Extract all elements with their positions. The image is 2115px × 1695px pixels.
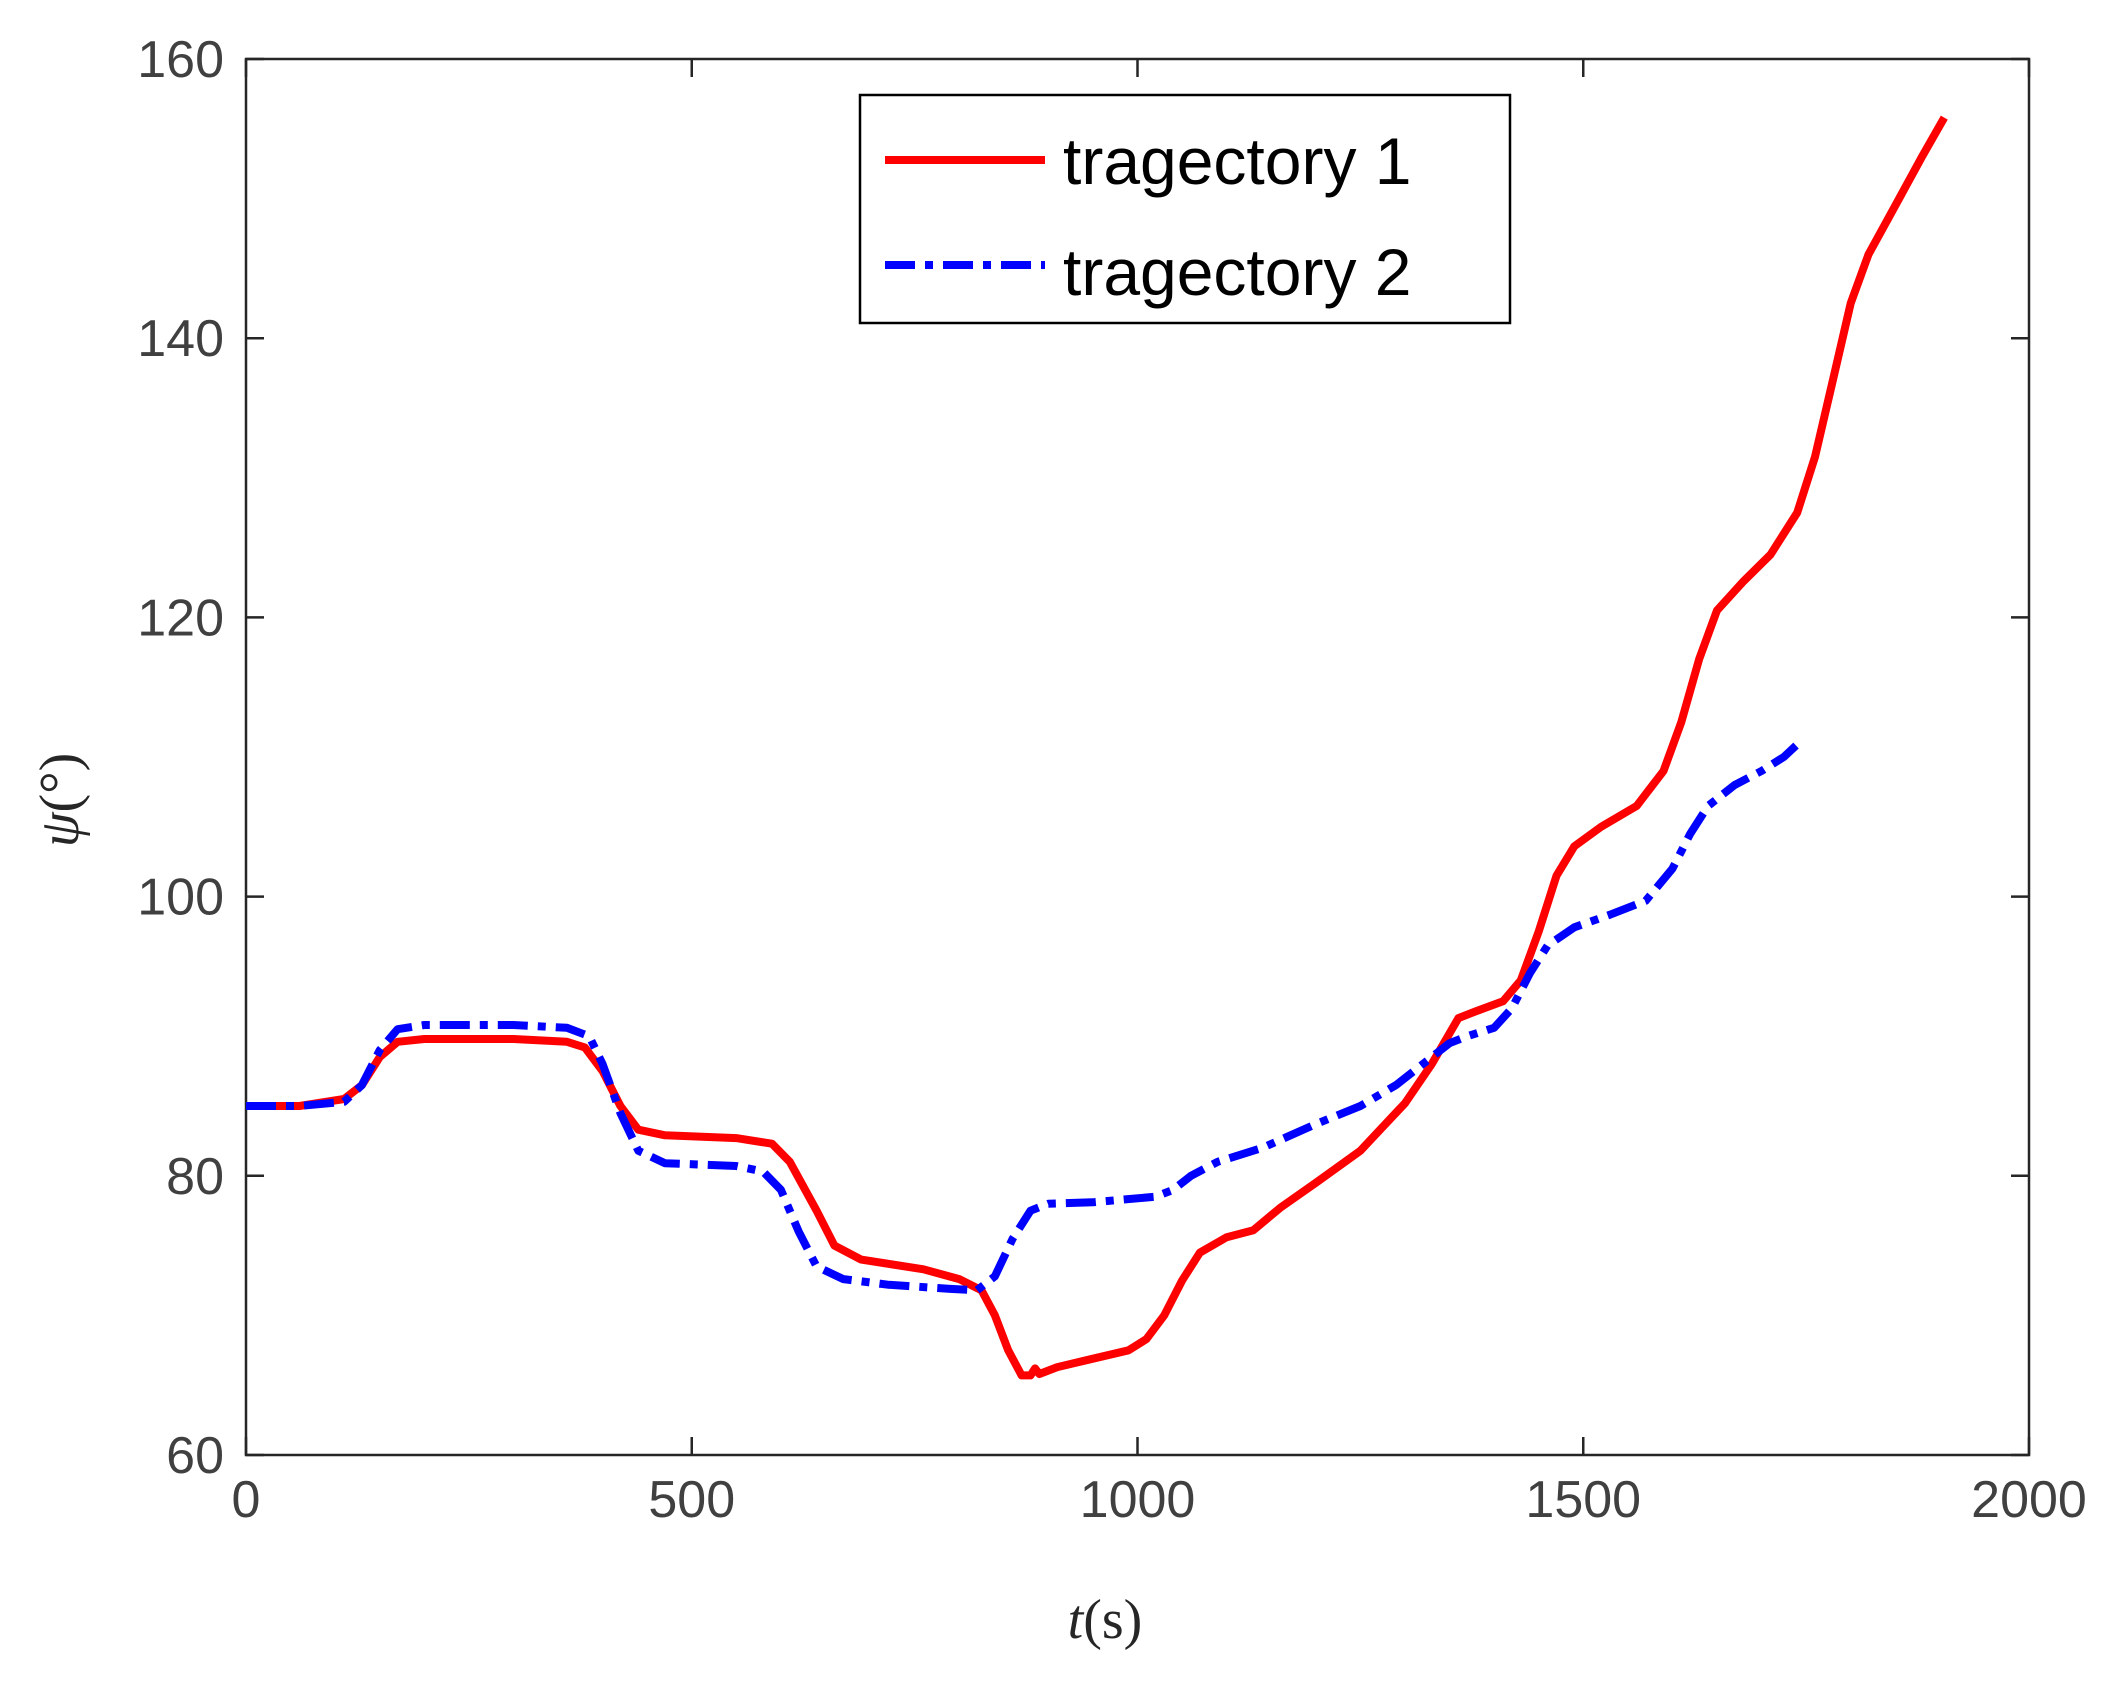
legend-label-tragectory-1: tragectory 1 [1063, 124, 1412, 198]
y-tick-label: 60 [166, 1427, 224, 1485]
series-line-tragectory-2 [246, 737, 1805, 1295]
x-axis-label-unit: (s) [1083, 1589, 1142, 1651]
legend-label-tragectory-2: tragectory 2 [1063, 235, 1412, 309]
y-axis-label: ψ(°) [29, 753, 91, 847]
svg-text:ψ(°): ψ(°) [29, 753, 91, 847]
y-tick-label: 80 [166, 1148, 224, 1206]
y-tick-label: 140 [137, 310, 224, 368]
x-tick-label: 500 [648, 1471, 735, 1529]
legend-box [858, 93, 1512, 325]
x-tick-label: 1000 [1080, 1471, 1196, 1529]
x-tick-label: 2000 [1971, 1471, 2087, 1529]
x-axis-label: t(s) [1068, 1589, 1143, 1651]
ticks-layer: 0 500 1000 1500 2000 60 80 100 120 140 160 [137, 31, 2087, 1529]
y-tick-label: 160 [137, 31, 224, 89]
legend: tragectory 1 tragectory 2 [858, 93, 1512, 325]
y-axis-label-var: ψ [29, 811, 91, 847]
x-tick-label: 0 [232, 1471, 261, 1529]
y-tick-label: 120 [137, 589, 224, 647]
svg-text:t(s): t(s) [1068, 1589, 1143, 1651]
y-tick-label: 100 [137, 869, 224, 927]
y-axis-label-unit: (°) [29, 753, 91, 813]
x-tick-label: 1500 [1525, 1471, 1641, 1529]
x-axis-label-var: t [1068, 1589, 1085, 1651]
series-layer [246, 115, 1948, 1380]
